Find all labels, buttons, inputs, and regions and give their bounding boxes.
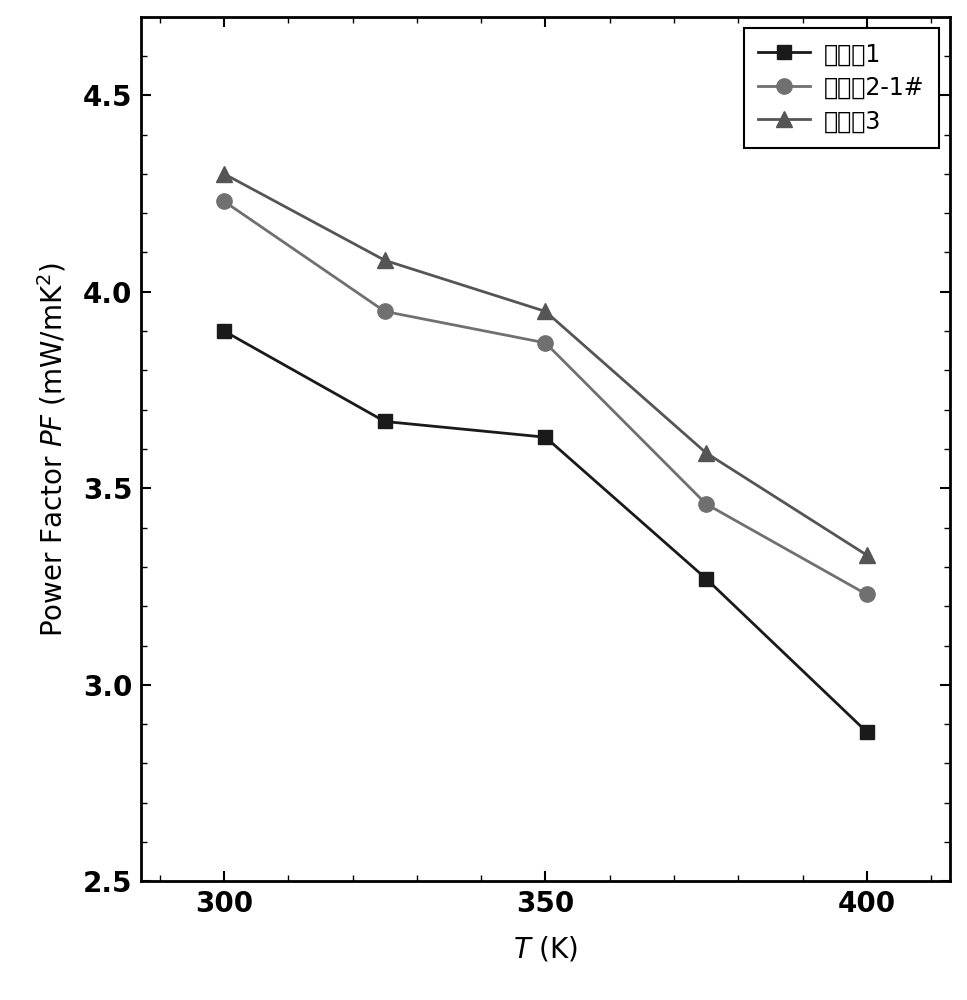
实施例1 xyxy=(540,431,551,443)
实施例1 xyxy=(700,573,712,585)
实施例2-1# xyxy=(700,498,712,510)
Line: 实施例3: 实施例3 xyxy=(217,166,874,563)
Y-axis label: Power Factor $\mathit{PF}$ (mW/mK$^2$): Power Factor $\mathit{PF}$ (mW/mK$^2$) xyxy=(36,261,69,637)
实施例2-1# xyxy=(540,337,551,349)
实施例3 xyxy=(219,168,230,180)
Legend: 实施例1, 实施例2-1#, 实施例3: 实施例1, 实施例2-1#, 实施例3 xyxy=(744,28,939,148)
Line: 实施例1: 实施例1 xyxy=(218,324,874,739)
实施例3 xyxy=(700,447,712,459)
实施例1 xyxy=(861,726,872,738)
实施例1 xyxy=(379,415,391,427)
实施例2-1# xyxy=(379,305,391,317)
Line: 实施例2-1#: 实施例2-1# xyxy=(217,194,874,602)
实施例2-1# xyxy=(219,195,230,207)
实施例3 xyxy=(540,305,551,317)
实施例2-1# xyxy=(861,588,872,600)
X-axis label: $\mathit{T}$ (K): $\mathit{T}$ (K) xyxy=(513,934,578,963)
实施例1 xyxy=(219,325,230,337)
实施例3 xyxy=(861,549,872,561)
实施例3 xyxy=(379,254,391,266)
